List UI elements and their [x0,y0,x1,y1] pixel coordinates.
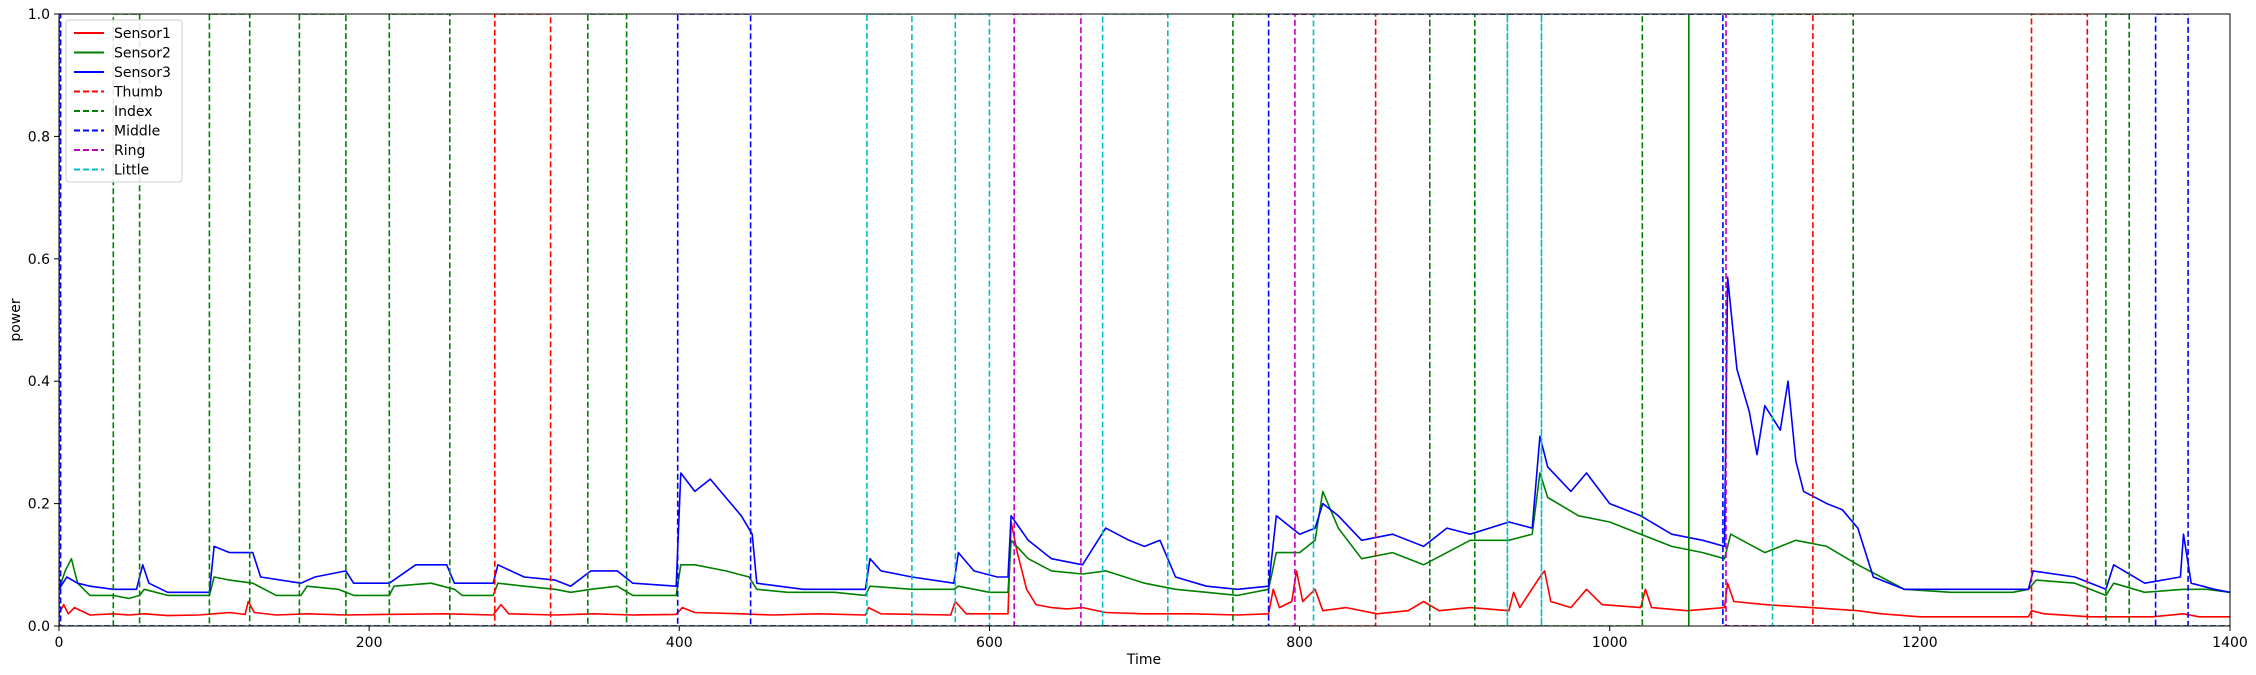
series-middle [59,14,2230,626]
series-thumb [59,14,2230,626]
legend-label-ring: Ring [114,143,145,159]
x-tick-label: 800 [1286,635,1313,651]
legend-label-little: Little [114,163,149,179]
y-tick-label: 0.2 [28,497,50,513]
x-tick-label: 1200 [1902,635,1938,651]
y-axis: 0.0 0.2 0.4 0.6 0.8 1.0 [28,7,59,635]
plot-frame [58,13,2231,627]
legend-label-middle: Middle [114,124,160,140]
x-tick-label: 0 [55,635,64,651]
series-ring [59,14,2230,626]
legend-label-sensor3: Sensor3 [114,65,171,81]
x-axis-label: Time [1126,652,1161,668]
x-tick-label: 600 [976,635,1003,651]
y-tick-label: 1.0 [28,7,50,23]
legend-label-sensor2: Sensor2 [114,46,171,62]
legend-label-index: Index [114,104,153,120]
legend-label-thumb: Thumb [113,85,163,101]
y-tick-label: 0.6 [28,252,50,268]
x-axis: 0 200 400 600 800 1000 1200 1400 [55,626,2248,651]
y-tick-label: 0.4 [28,374,50,390]
y-tick-label: 0.8 [28,129,50,145]
series-layer [59,14,2230,626]
x-tick-label: 1400 [2212,635,2248,651]
legend-label-sensor1: Sensor1 [114,26,171,42]
series-little [59,14,2230,626]
series-sensor3 [59,276,2230,594]
x-tick-label: 400 [666,635,693,651]
x-tick-label: 200 [356,635,383,651]
series-sensor2 [59,472,2230,600]
series-index [59,14,2230,626]
x-tick-label: 1000 [1592,635,1628,651]
legend: Sensor1 Sensor2 Sensor3 Thumb Index Middle Rin… [65,19,183,183]
y-tick-label: 0.0 [28,619,50,635]
legend-box [65,19,183,183]
y-axis-label: power [8,298,24,342]
series-sensor1 [59,521,2230,618]
